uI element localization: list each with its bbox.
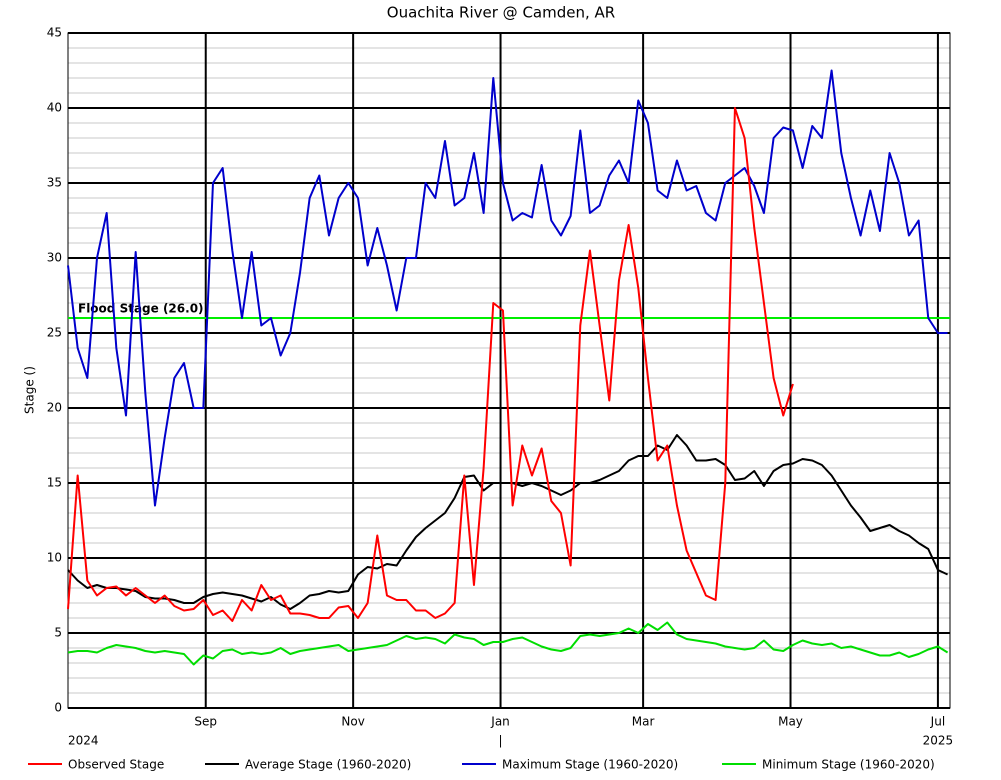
legend-label: Observed Stage — [68, 758, 164, 772]
y-tick-label: 0 — [54, 701, 62, 715]
plot-border — [67, 32, 951, 709]
x-tick-label: Sep — [194, 715, 217, 729]
y-tick-label: 40 — [47, 101, 62, 115]
y-tick-label: 5 — [54, 626, 62, 640]
x-year-label: | — [499, 734, 503, 748]
y-tick-label: 10 — [47, 551, 62, 565]
x-tick-label: Nov — [341, 715, 364, 729]
y-tick-label: 25 — [47, 326, 62, 340]
x-tick-label: Mar — [632, 715, 655, 729]
y-tick-label: 35 — [47, 176, 62, 190]
legend-label: Minimum Stage (1960-2020) — [762, 758, 935, 772]
x-tick-label: Jul — [930, 715, 945, 729]
x-year-label: 2025 — [923, 734, 954, 748]
series-line — [67, 621, 949, 666]
y-tick-label: 15 — [47, 476, 62, 490]
flood-stage-label: Flood Stage (26.0) — [78, 302, 204, 316]
legend-label: Average Stage (1960-2020) — [245, 758, 411, 772]
x-tick-label: Jan — [490, 715, 510, 729]
series-line — [67, 107, 794, 622]
legend-label: Maximum Stage (1960-2020) — [502, 758, 678, 772]
y-tick-label: 30 — [47, 251, 62, 265]
y-tick-label: 45 — [47, 26, 62, 40]
series-line — [67, 434, 949, 610]
chart-title: Ouachita River @ Camden, AR — [387, 4, 615, 22]
x-tick-label: May — [778, 715, 803, 729]
series-line — [67, 69, 948, 507]
x-year-label: 2024 — [68, 734, 99, 748]
y-tick-label: 20 — [47, 401, 62, 415]
y-axis-label: Stage () — [23, 366, 37, 414]
